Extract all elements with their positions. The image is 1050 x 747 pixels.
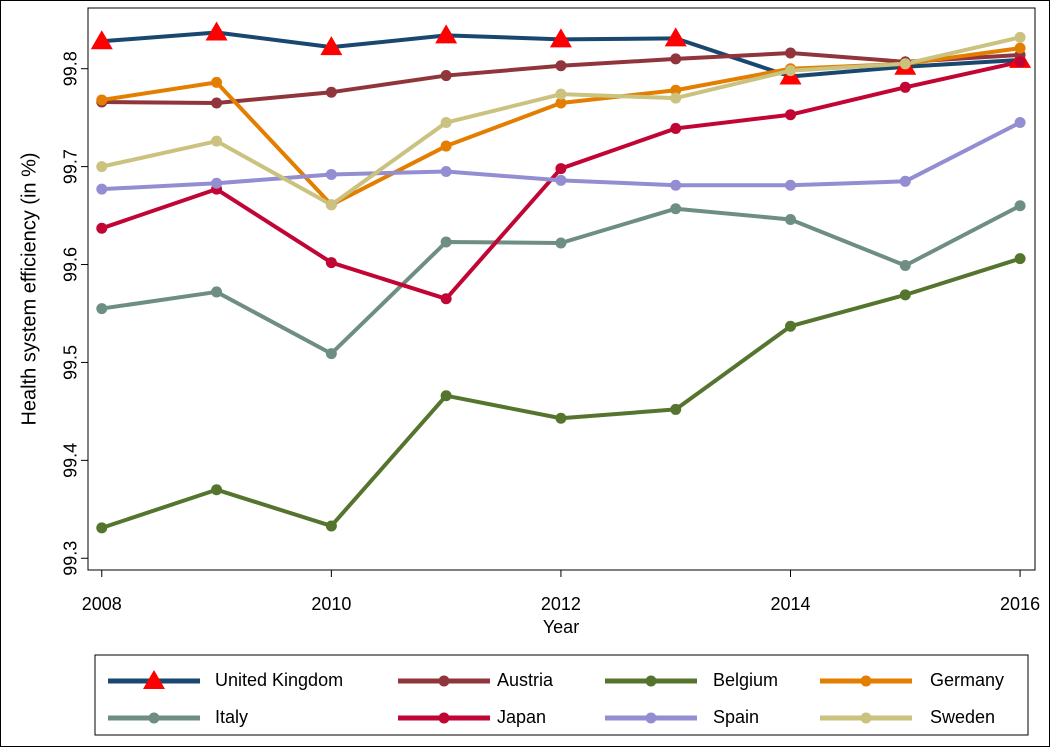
data-point xyxy=(785,213,797,225)
legend-label: United Kingdom xyxy=(215,670,343,690)
data-point xyxy=(555,412,567,424)
data-point xyxy=(785,179,797,191)
data-point xyxy=(435,24,458,44)
legend-label: Belgium xyxy=(713,670,778,690)
legend-marker xyxy=(645,675,657,687)
x-axis-title: Year xyxy=(543,617,579,637)
data-point xyxy=(670,179,682,191)
data-point xyxy=(899,81,911,93)
data-point xyxy=(211,177,223,189)
data-point xyxy=(440,390,452,402)
legend-marker xyxy=(645,712,657,724)
data-point xyxy=(555,237,567,249)
x-tick-label: 2012 xyxy=(541,594,581,614)
data-point xyxy=(325,199,337,211)
y-tick-label: 99.7 xyxy=(61,149,81,184)
legend-marker xyxy=(148,712,160,724)
x-tick-label: 2016 xyxy=(1000,594,1040,614)
data-point xyxy=(1014,42,1026,54)
data-point xyxy=(205,21,228,41)
data-point xyxy=(96,222,108,234)
legend-label: Japan xyxy=(497,707,546,727)
data-point xyxy=(549,28,572,48)
data-point xyxy=(90,30,113,50)
legend-marker xyxy=(438,675,450,687)
y-tick-label: 99.4 xyxy=(61,443,81,478)
legend-label: Sweden xyxy=(930,707,995,727)
data-point xyxy=(96,183,108,195)
data-point xyxy=(96,161,108,173)
data-point xyxy=(785,47,797,59)
x-tick-label: 2014 xyxy=(770,594,810,614)
data-point xyxy=(899,175,911,187)
data-point xyxy=(211,484,223,496)
data-point xyxy=(785,320,797,332)
data-point xyxy=(899,260,911,272)
data-point xyxy=(670,403,682,415)
data-point xyxy=(325,257,337,269)
data-point xyxy=(211,76,223,88)
y-axis-title: Health system efficiency (in %) xyxy=(18,152,40,425)
data-point xyxy=(555,97,567,109)
legend-label: Italy xyxy=(215,707,248,727)
data-point xyxy=(325,348,337,360)
data-point xyxy=(555,88,567,100)
y-tick-label: 99.8 xyxy=(61,51,81,86)
legend-marker xyxy=(143,670,165,689)
data-point xyxy=(555,163,567,175)
legend-marker xyxy=(438,712,450,724)
data-point xyxy=(440,140,452,152)
legend-label: Spain xyxy=(713,707,759,727)
data-point xyxy=(670,84,682,96)
data-point xyxy=(325,520,337,532)
x-tick-label: 2008 xyxy=(82,594,122,614)
data-point xyxy=(670,53,682,65)
y-tick-label: 99.5 xyxy=(61,345,81,380)
data-point xyxy=(1014,253,1026,265)
data-point xyxy=(325,86,337,98)
data-point xyxy=(96,522,108,534)
data-point xyxy=(899,289,911,301)
y-tick-label: 99.6 xyxy=(61,247,81,282)
data-point xyxy=(1014,200,1026,212)
data-point xyxy=(320,36,343,56)
data-point xyxy=(96,303,108,315)
data-point xyxy=(211,135,223,147)
data-point xyxy=(670,122,682,134)
data-point xyxy=(555,174,567,186)
data-point xyxy=(670,92,682,104)
x-tick-label: 2010 xyxy=(311,594,351,614)
legend-marker xyxy=(860,712,872,724)
legend-marker xyxy=(860,675,872,687)
data-point xyxy=(785,65,797,77)
y-tick-label: 99.3 xyxy=(61,541,81,576)
data-point xyxy=(670,203,682,215)
data-point xyxy=(1014,56,1026,68)
data-point xyxy=(1014,117,1026,129)
data-point xyxy=(899,58,911,70)
data-point xyxy=(211,97,223,109)
data-point xyxy=(96,94,108,106)
data-point xyxy=(555,60,567,72)
data-point xyxy=(440,293,452,305)
data-point xyxy=(211,286,223,298)
data-point xyxy=(440,70,452,82)
data-point xyxy=(664,27,687,47)
data-point xyxy=(440,236,452,248)
data-point xyxy=(440,117,452,129)
legend xyxy=(94,654,1029,736)
legend-label: Germany xyxy=(930,670,1004,690)
data-point xyxy=(440,166,452,178)
data-point xyxy=(785,109,797,121)
data-point xyxy=(325,168,337,180)
legend-label: Austria xyxy=(497,670,554,690)
data-point xyxy=(1014,31,1026,43)
